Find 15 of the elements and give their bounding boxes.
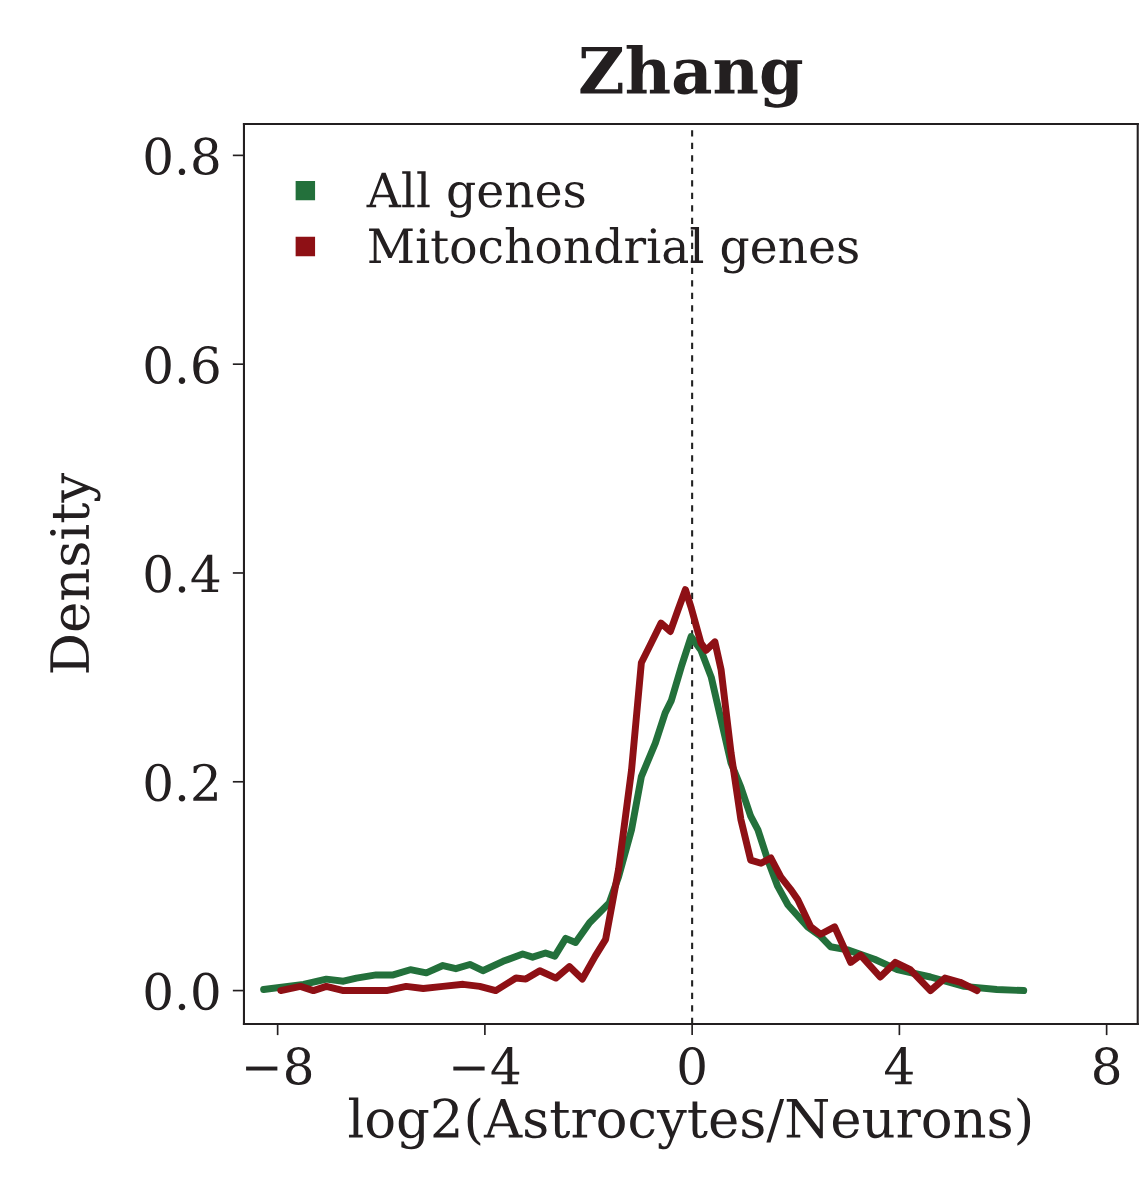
y-tick-label: 0.6: [145, 346, 219, 384]
x-tick-label: 4: [885, 1047, 913, 1085]
legend-label: All genes: [366, 171, 585, 218]
x-tick-label: −4: [453, 1047, 520, 1085]
chart-title: Zhang: [580, 44, 803, 108]
x-tick-label: 8: [1094, 1047, 1120, 1085]
y-axis-title: Density: [50, 472, 101, 673]
y-tick-label: 0.0: [145, 972, 219, 1011]
x-axis-title: log2(Astrocytes/Neurons): [348, 1097, 1031, 1150]
y-tick-label: 0.8: [145, 137, 219, 176]
x-tick-label: −8: [246, 1047, 312, 1085]
y-tick-label: 0.4: [145, 554, 220, 593]
legend-label: Mitochondrial genes: [369, 227, 858, 274]
y-tick-label: 0.2: [145, 763, 217, 802]
x-tick-label: 0: [679, 1047, 705, 1085]
